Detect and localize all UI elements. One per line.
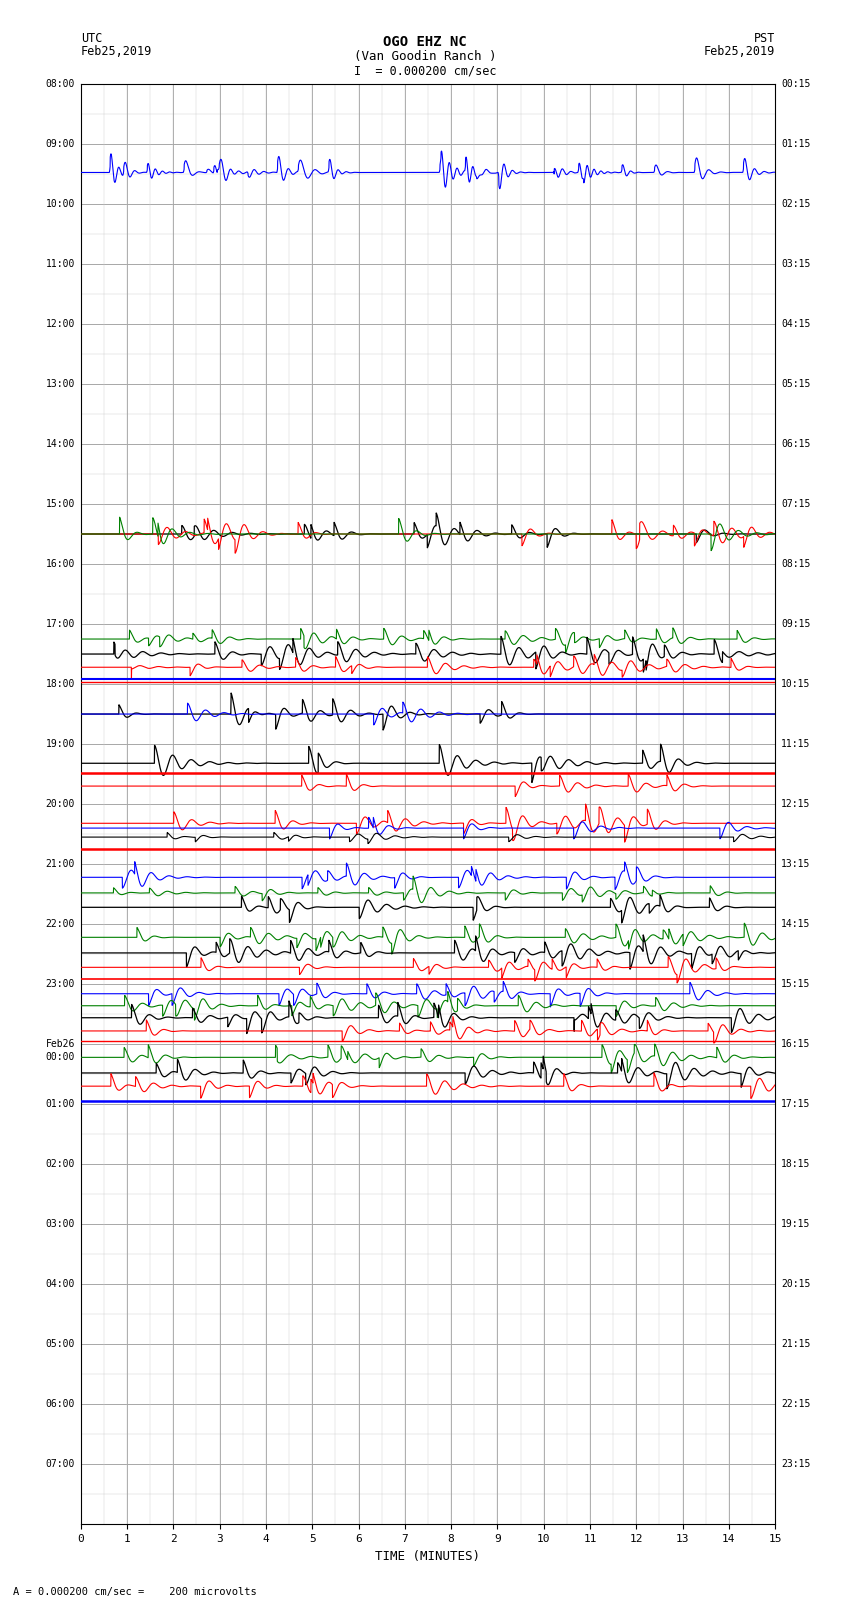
- Text: 19:00: 19:00: [45, 739, 75, 748]
- Text: 23:15: 23:15: [781, 1460, 811, 1469]
- Text: 12:00: 12:00: [45, 319, 75, 329]
- Text: 00:00: 00:00: [45, 1052, 75, 1061]
- Text: 14:00: 14:00: [45, 439, 75, 448]
- Text: 18:15: 18:15: [781, 1160, 811, 1169]
- Text: 16:15: 16:15: [781, 1039, 811, 1048]
- Text: 11:00: 11:00: [45, 260, 75, 269]
- Text: 00:15: 00:15: [781, 79, 811, 89]
- Text: 10:00: 10:00: [45, 198, 75, 210]
- Text: 06:00: 06:00: [45, 1398, 75, 1410]
- Text: 20:15: 20:15: [781, 1279, 811, 1289]
- Text: (Van Goodin Ranch ): (Van Goodin Ranch ): [354, 50, 496, 63]
- Text: 05:15: 05:15: [781, 379, 811, 389]
- Text: 15:00: 15:00: [45, 498, 75, 510]
- Text: 14:15: 14:15: [781, 919, 811, 929]
- Text: 04:00: 04:00: [45, 1279, 75, 1289]
- Text: 08:15: 08:15: [781, 560, 811, 569]
- Text: 21:00: 21:00: [45, 860, 75, 869]
- Text: 07:00: 07:00: [45, 1460, 75, 1469]
- Text: 13:15: 13:15: [781, 860, 811, 869]
- Text: I  = 0.000200 cm/sec: I = 0.000200 cm/sec: [354, 65, 496, 77]
- Text: 16:00: 16:00: [45, 560, 75, 569]
- Text: 04:15: 04:15: [781, 319, 811, 329]
- Text: 18:00: 18:00: [45, 679, 75, 689]
- Text: 13:00: 13:00: [45, 379, 75, 389]
- Text: 10:15: 10:15: [781, 679, 811, 689]
- X-axis label: TIME (MINUTES): TIME (MINUTES): [376, 1550, 480, 1563]
- Text: 01:00: 01:00: [45, 1098, 75, 1110]
- Text: 12:15: 12:15: [781, 798, 811, 810]
- Text: 23:00: 23:00: [45, 979, 75, 989]
- Text: PST: PST: [754, 32, 775, 45]
- Text: 03:15: 03:15: [781, 260, 811, 269]
- Text: 07:15: 07:15: [781, 498, 811, 510]
- Text: 02:15: 02:15: [781, 198, 811, 210]
- Text: 22:15: 22:15: [781, 1398, 811, 1410]
- Text: 03:00: 03:00: [45, 1219, 75, 1229]
- Text: 02:00: 02:00: [45, 1160, 75, 1169]
- Text: 15:15: 15:15: [781, 979, 811, 989]
- Text: Feb25,2019: Feb25,2019: [81, 45, 152, 58]
- Text: 17:00: 17:00: [45, 619, 75, 629]
- Text: Feb26: Feb26: [45, 1039, 75, 1048]
- Text: UTC: UTC: [81, 32, 102, 45]
- Text: A = 0.000200 cm/sec =    200 microvolts: A = 0.000200 cm/sec = 200 microvolts: [13, 1587, 257, 1597]
- Text: 06:15: 06:15: [781, 439, 811, 448]
- Text: 01:15: 01:15: [781, 139, 811, 148]
- Text: 19:15: 19:15: [781, 1219, 811, 1229]
- Text: 20:00: 20:00: [45, 798, 75, 810]
- Text: 11:15: 11:15: [781, 739, 811, 748]
- Text: 08:00: 08:00: [45, 79, 75, 89]
- Text: 22:00: 22:00: [45, 919, 75, 929]
- Text: Feb25,2019: Feb25,2019: [704, 45, 775, 58]
- Text: 09:00: 09:00: [45, 139, 75, 148]
- Text: OGO EHZ NC: OGO EHZ NC: [383, 35, 467, 50]
- Text: 05:00: 05:00: [45, 1339, 75, 1348]
- Text: 17:15: 17:15: [781, 1098, 811, 1110]
- Text: 21:15: 21:15: [781, 1339, 811, 1348]
- Text: 09:15: 09:15: [781, 619, 811, 629]
